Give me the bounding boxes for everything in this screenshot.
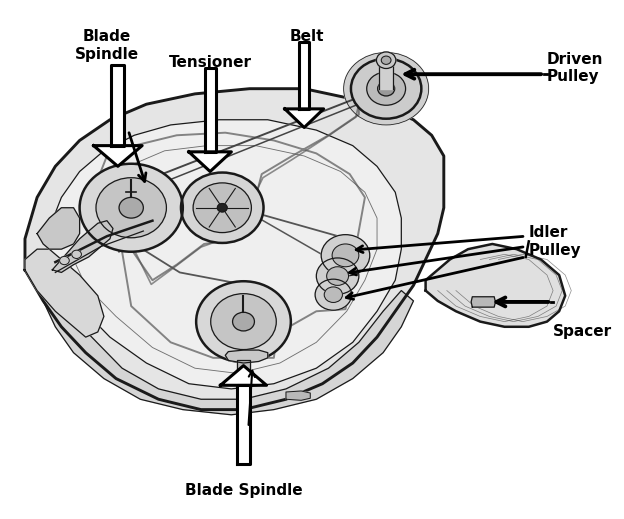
Circle shape — [367, 72, 406, 105]
Circle shape — [211, 294, 276, 350]
Polygon shape — [220, 365, 266, 385]
Polygon shape — [43, 280, 414, 415]
Circle shape — [378, 81, 394, 96]
Circle shape — [59, 256, 69, 265]
Polygon shape — [379, 60, 393, 89]
Text: Tensioner: Tensioner — [168, 55, 251, 70]
Polygon shape — [49, 120, 401, 389]
Circle shape — [217, 203, 227, 212]
Circle shape — [376, 52, 396, 69]
Circle shape — [381, 56, 391, 64]
Polygon shape — [52, 221, 113, 272]
Text: Spacer: Spacer — [553, 324, 612, 339]
Polygon shape — [237, 360, 250, 373]
Polygon shape — [25, 249, 104, 337]
Polygon shape — [300, 42, 309, 109]
Circle shape — [332, 244, 359, 267]
Polygon shape — [426, 244, 565, 327]
Polygon shape — [238, 385, 250, 464]
Text: Blade Spindle: Blade Spindle — [185, 483, 302, 498]
Circle shape — [96, 177, 167, 238]
Text: Belt: Belt — [290, 29, 324, 44]
Circle shape — [324, 287, 343, 303]
Text: Driven
Pulley: Driven Pulley — [547, 52, 603, 84]
Circle shape — [181, 172, 263, 243]
Polygon shape — [205, 68, 215, 152]
Text: Blade
Spindle: Blade Spindle — [75, 29, 139, 62]
Polygon shape — [225, 350, 268, 363]
Polygon shape — [285, 109, 324, 128]
Circle shape — [193, 183, 251, 233]
Circle shape — [351, 59, 421, 119]
Polygon shape — [471, 297, 495, 307]
Circle shape — [196, 281, 291, 362]
Polygon shape — [286, 391, 310, 400]
Polygon shape — [189, 152, 232, 171]
Circle shape — [119, 197, 144, 218]
Polygon shape — [37, 208, 80, 249]
Polygon shape — [25, 89, 444, 409]
Circle shape — [315, 279, 351, 310]
Polygon shape — [111, 65, 124, 146]
Circle shape — [233, 312, 255, 331]
Circle shape — [72, 250, 81, 258]
Circle shape — [344, 52, 429, 125]
Text: Idler
Pulley: Idler Pulley — [529, 225, 582, 257]
Circle shape — [321, 235, 370, 276]
Circle shape — [80, 163, 183, 252]
Polygon shape — [94, 146, 142, 166]
Circle shape — [326, 267, 349, 285]
Circle shape — [316, 258, 359, 294]
